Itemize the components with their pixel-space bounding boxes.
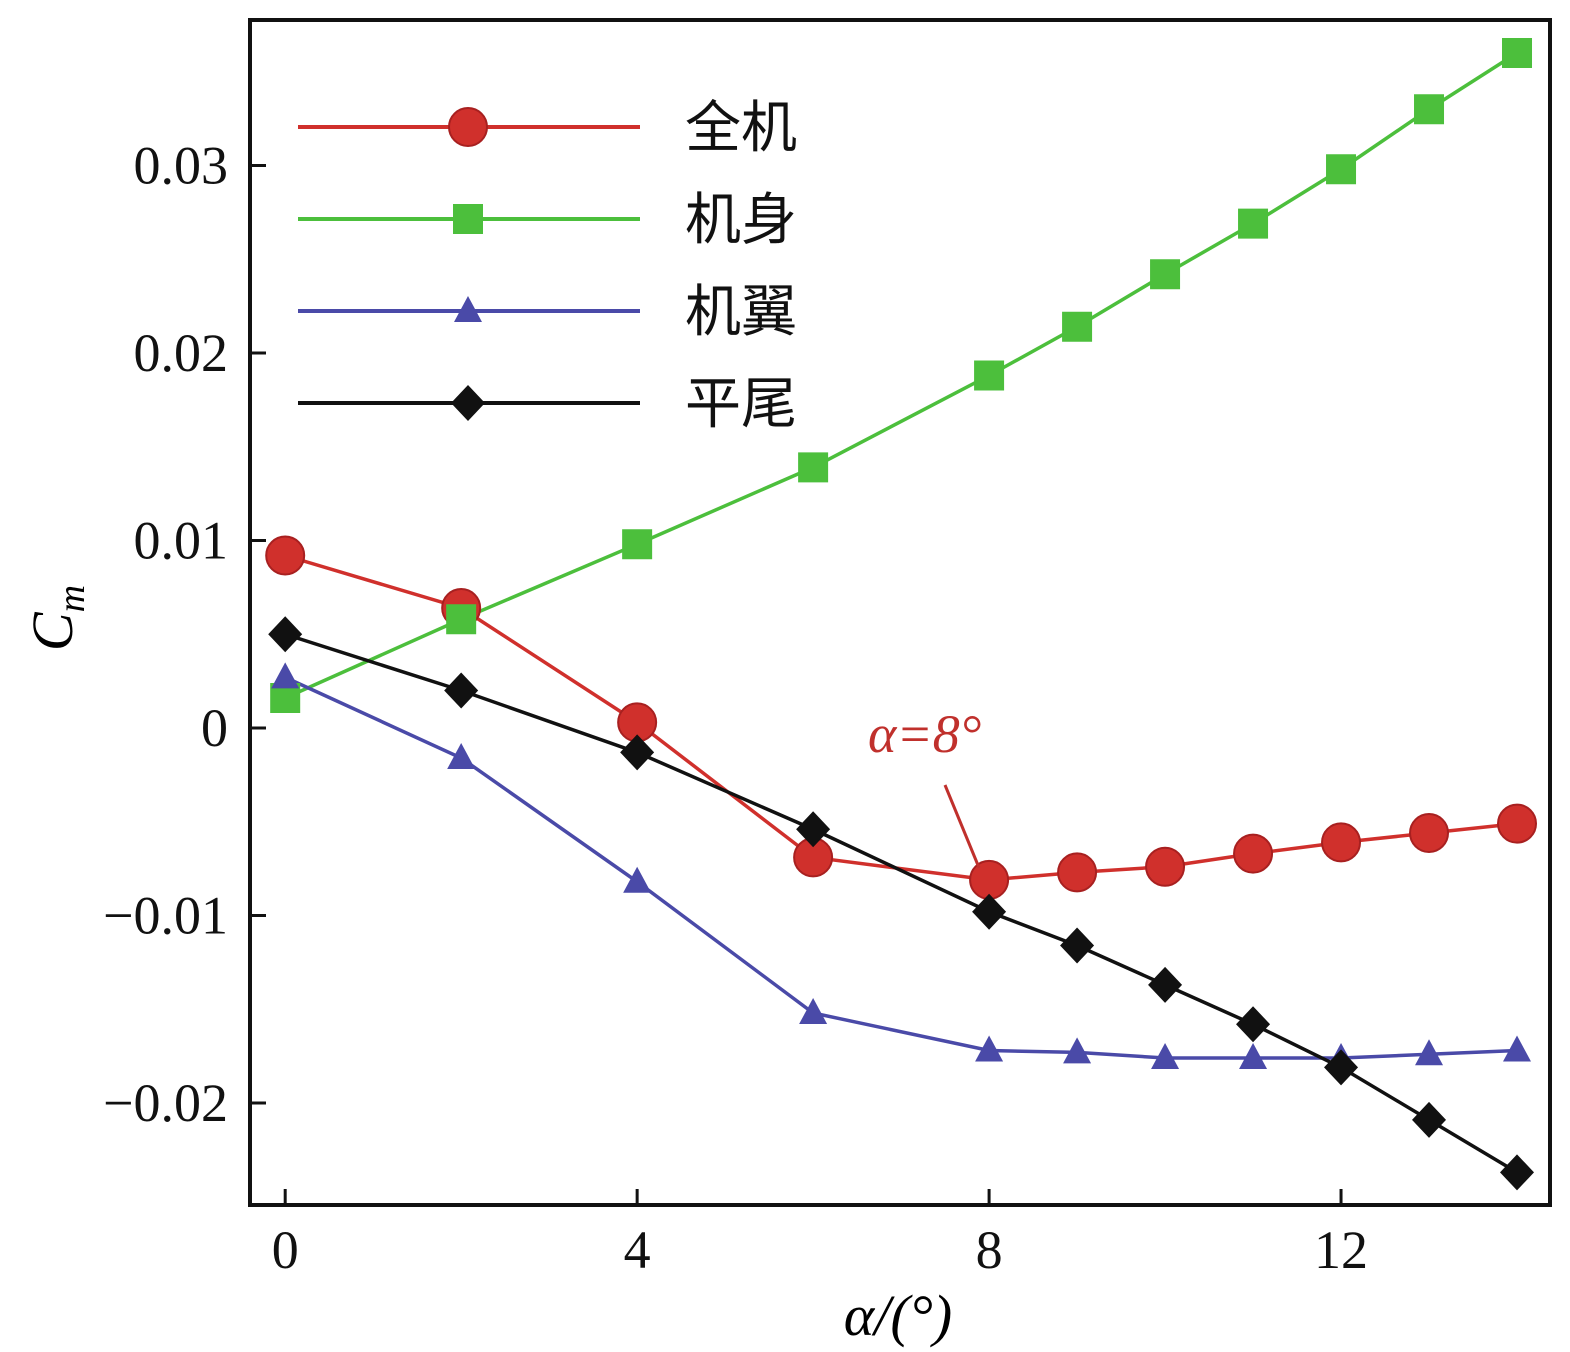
y-tick-label: 0.03 xyxy=(134,136,229,196)
legend-marker xyxy=(454,296,482,322)
data-point xyxy=(265,535,306,576)
legend-label: 全机 xyxy=(685,96,797,161)
data-point xyxy=(1324,1049,1359,1086)
x-tick-label: 12 xyxy=(1314,1220,1368,1280)
data-point xyxy=(1412,1101,1447,1138)
data-point xyxy=(271,662,300,689)
data-point xyxy=(1236,1006,1271,1043)
data-point xyxy=(1321,822,1362,863)
data-point xyxy=(1150,259,1181,290)
annotation-pointer xyxy=(943,784,981,869)
data-point xyxy=(972,893,1007,930)
y-tick-label: −0.02 xyxy=(103,1073,228,1133)
data-point xyxy=(799,998,828,1024)
data-point xyxy=(1326,154,1357,185)
data-point xyxy=(1148,966,1183,1003)
y-tick-label: −0.01 xyxy=(103,886,228,946)
data-point xyxy=(1500,1154,1535,1191)
legend-marker xyxy=(448,107,488,147)
data-point xyxy=(798,452,829,483)
data-point xyxy=(446,604,477,635)
data-point xyxy=(1060,927,1095,964)
x-tick-label: 8 xyxy=(976,1220,1003,1280)
y-tick-label: 0.01 xyxy=(134,511,229,571)
legend-marker xyxy=(453,204,483,234)
data-point xyxy=(444,672,479,709)
data-point xyxy=(1414,94,1445,125)
data-point xyxy=(1057,852,1098,893)
legend-marker xyxy=(451,385,485,421)
data-point xyxy=(622,529,653,560)
data-point xyxy=(1063,1037,1092,1064)
y-tick-label: 0 xyxy=(201,698,228,758)
legend-label: 机身 xyxy=(685,188,797,253)
y-axis-label: Cm xyxy=(20,585,93,651)
data-point xyxy=(1502,38,1533,68)
data-point xyxy=(268,616,303,653)
data-point xyxy=(1233,833,1274,874)
x-tick-label: 0 xyxy=(272,1220,299,1280)
data-point xyxy=(1415,1039,1444,1066)
data-point xyxy=(623,866,652,893)
data-point xyxy=(1062,311,1093,342)
annotation-label: α=8° xyxy=(868,704,981,764)
data-point xyxy=(1151,1043,1180,1069)
data-point xyxy=(447,743,476,769)
data-point xyxy=(969,859,1010,900)
data-point xyxy=(1145,846,1186,887)
data-point xyxy=(1238,208,1269,239)
data-point xyxy=(796,811,831,848)
data-point xyxy=(620,734,655,771)
data-point xyxy=(1497,803,1538,844)
plot-frame xyxy=(248,18,1552,1207)
data-point xyxy=(1409,813,1450,853)
x-tick-label: 4 xyxy=(624,1220,651,1280)
data-point xyxy=(974,360,1005,391)
legend-label: 平尾 xyxy=(685,372,797,437)
data-point xyxy=(975,1035,1004,1062)
data-point xyxy=(1239,1043,1268,1069)
x-axis-label: α/(°) xyxy=(844,1283,952,1348)
data-point xyxy=(1503,1035,1532,1062)
legend-label: 机翼 xyxy=(685,280,797,345)
y-tick-label: 0.02 xyxy=(134,323,229,383)
